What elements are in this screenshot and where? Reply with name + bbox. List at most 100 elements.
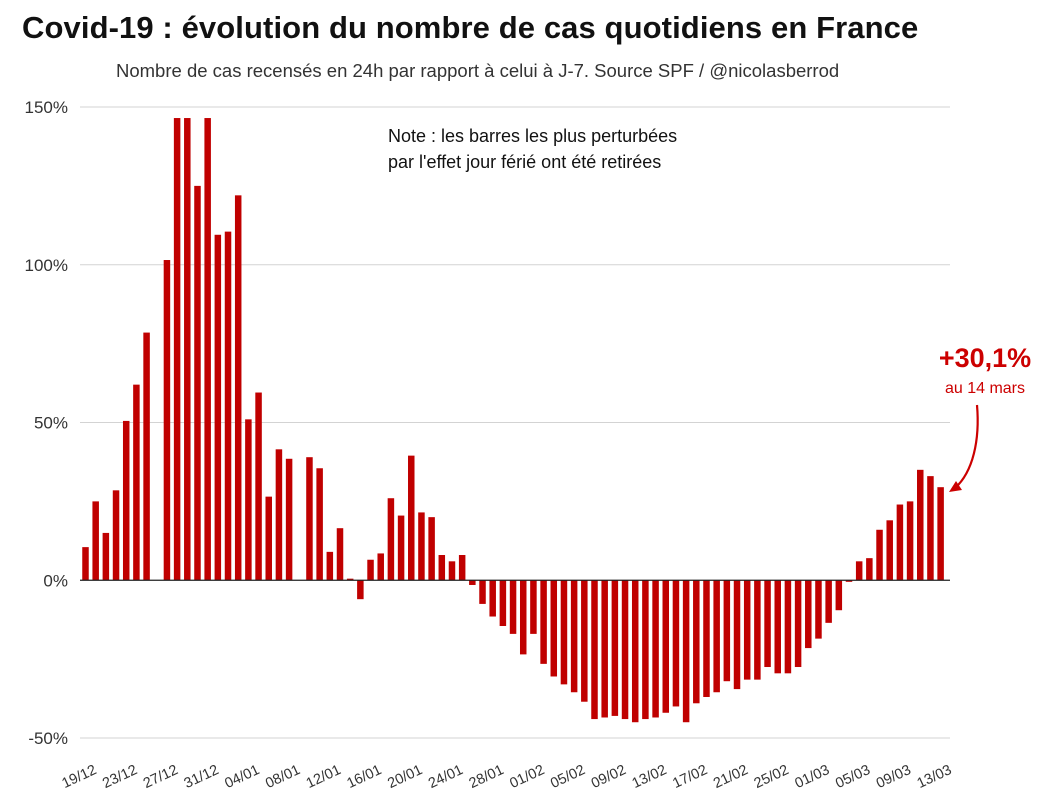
bar bbox=[845, 580, 853, 582]
x-tick-label: 12/01 bbox=[304, 762, 344, 792]
x-tick-label: 20/01 bbox=[385, 762, 425, 792]
y-tick-label: -50% bbox=[28, 729, 68, 748]
bar bbox=[285, 458, 293, 581]
bar bbox=[713, 580, 720, 693]
bar bbox=[438, 555, 446, 581]
bar bbox=[102, 532, 110, 581]
x-tick-label: 09/02 bbox=[589, 762, 629, 792]
bar bbox=[601, 580, 608, 718]
annotation-arrowhead bbox=[949, 481, 962, 492]
bar bbox=[693, 580, 700, 704]
bar bbox=[418, 512, 425, 581]
bar bbox=[479, 580, 486, 604]
bar bbox=[886, 520, 893, 581]
x-axis-ticks: 19/12 23/12 27/12 31/12 04/01 08/01 12/01 16/01… bbox=[60, 762, 955, 792]
bar bbox=[255, 392, 262, 581]
bar bbox=[642, 580, 649, 720]
bar bbox=[336, 528, 344, 581]
bar bbox=[906, 501, 914, 581]
bar bbox=[570, 580, 578, 693]
bar bbox=[581, 580, 588, 702]
bar bbox=[204, 118, 211, 581]
bar bbox=[92, 501, 99, 581]
bar bbox=[672, 580, 680, 707]
bar bbox=[560, 580, 568, 685]
bar bbox=[621, 580, 629, 720]
x-tick-label: 05/02 bbox=[548, 762, 588, 792]
bar bbox=[825, 580, 832, 623]
bar bbox=[275, 449, 283, 581]
bar bbox=[469, 580, 476, 585]
x-tick-label: 04/01 bbox=[222, 762, 262, 792]
bar bbox=[163, 260, 171, 581]
bar bbox=[611, 580, 619, 716]
bar bbox=[184, 118, 191, 581]
bar bbox=[306, 457, 313, 581]
bar bbox=[214, 234, 222, 581]
bar bbox=[194, 185, 201, 581]
x-tick-label: 28/01 bbox=[467, 762, 507, 792]
bar bbox=[397, 515, 405, 581]
bar bbox=[377, 553, 384, 581]
bar bbox=[367, 559, 374, 581]
bar bbox=[143, 332, 150, 581]
bar bbox=[754, 580, 761, 680]
bar bbox=[519, 580, 527, 655]
bar bbox=[82, 547, 89, 581]
annotation-arrow bbox=[954, 404, 979, 489]
bar bbox=[631, 580, 639, 723]
bar bbox=[743, 580, 751, 680]
annotation-value: +30,1% bbox=[939, 343, 1031, 373]
y-tick-label: 50% bbox=[34, 414, 68, 433]
bar bbox=[876, 529, 883, 581]
bar bbox=[224, 231, 232, 581]
bar bbox=[917, 469, 924, 581]
bar bbox=[764, 580, 771, 668]
bar bbox=[499, 580, 507, 626]
y-axis-ticks: -50% 0% 50% 100% 150% bbox=[25, 98, 68, 748]
bar bbox=[112, 490, 120, 581]
x-tick-label: 23/12 bbox=[100, 762, 140, 792]
bar bbox=[784, 580, 792, 674]
bar bbox=[448, 561, 456, 581]
bar bbox=[937, 487, 944, 581]
bar bbox=[458, 555, 466, 581]
bar bbox=[682, 580, 690, 723]
bar bbox=[387, 498, 395, 581]
bar bbox=[428, 517, 435, 581]
bar bbox=[815, 580, 822, 639]
x-tick-label: 24/01 bbox=[426, 762, 466, 792]
bar bbox=[896, 504, 904, 581]
bar bbox=[723, 580, 731, 682]
bars bbox=[82, 118, 944, 723]
x-tick-label: 01/03 bbox=[793, 762, 833, 792]
bar bbox=[122, 420, 130, 581]
bar bbox=[703, 580, 710, 697]
bar bbox=[866, 558, 873, 581]
bar bbox=[794, 580, 802, 668]
y-tick-label: 0% bbox=[43, 571, 68, 590]
note-line-1: Note : les barres les plus perturbées bbox=[388, 126, 677, 146]
annotation-date: au 14 mars bbox=[945, 380, 1025, 397]
last-value-annotation: +30,1% au 14 mars bbox=[939, 343, 1031, 492]
x-tick-label: 25/02 bbox=[752, 762, 792, 792]
bar bbox=[774, 580, 781, 674]
bar bbox=[245, 419, 252, 581]
x-tick-label: 17/02 bbox=[670, 762, 710, 792]
bar bbox=[316, 468, 323, 581]
bar bbox=[489, 580, 496, 617]
chart-note: Note : les barres les plus perturbées pa… bbox=[388, 126, 677, 172]
x-tick-label: 08/01 bbox=[263, 762, 303, 792]
x-tick-label: 16/01 bbox=[345, 762, 385, 792]
bar bbox=[326, 551, 334, 581]
bar bbox=[265, 496, 272, 581]
bar bbox=[805, 580, 812, 649]
bar bbox=[509, 580, 517, 634]
bar bbox=[591, 580, 598, 720]
y-tick-label: 150% bbox=[25, 98, 68, 117]
x-tick-label: 19/12 bbox=[60, 762, 100, 792]
x-tick-label: 27/12 bbox=[141, 762, 181, 792]
x-tick-label: 05/03 bbox=[833, 762, 873, 792]
bar bbox=[173, 118, 181, 581]
x-tick-label: 21/02 bbox=[711, 762, 751, 792]
